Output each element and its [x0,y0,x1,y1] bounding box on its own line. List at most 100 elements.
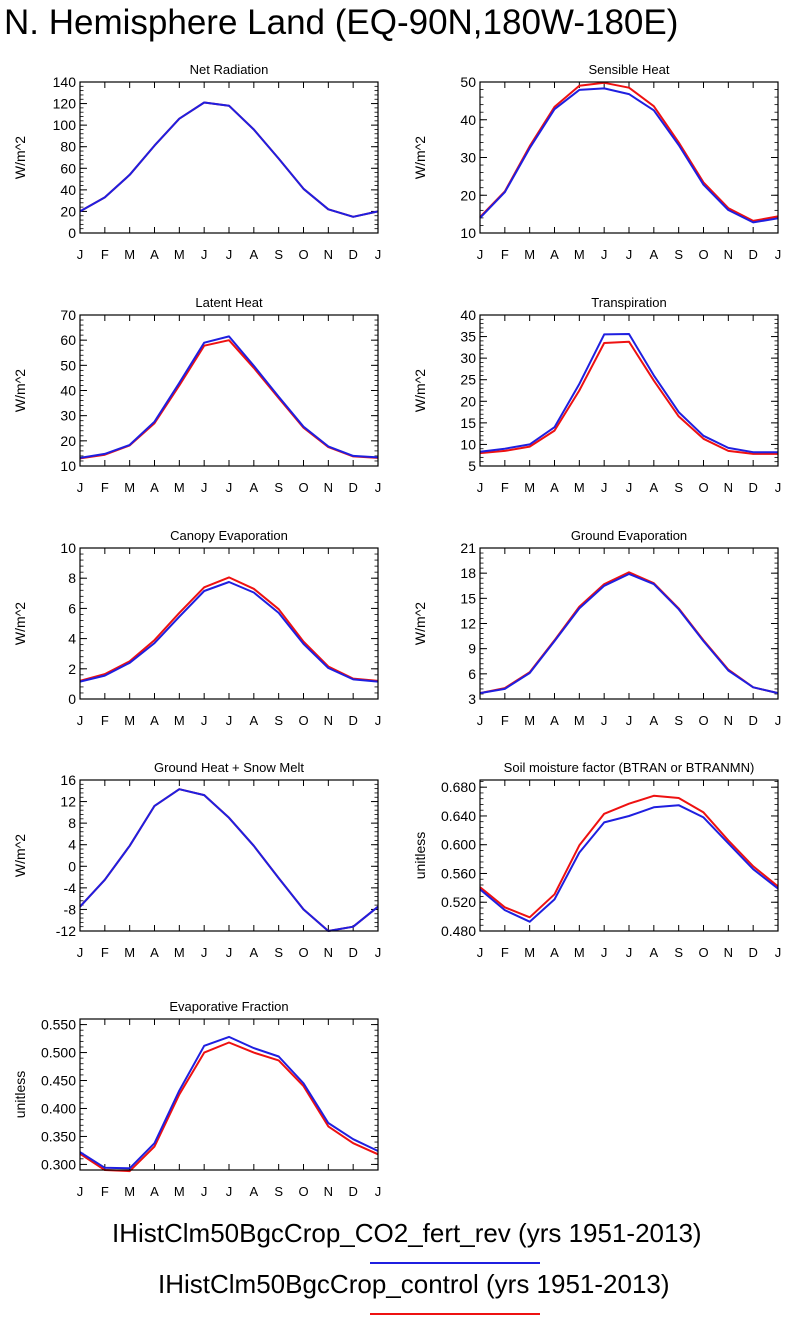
y-axis-label: W/m^2 [412,136,428,179]
legend-line-fert-rev [370,1262,540,1264]
series-line-fert-rev [79,1035,379,1170]
y-tick-label: 15 [460,415,476,431]
x-tick-label: F [101,713,109,728]
x-tick-label: O [298,247,308,262]
x-tick-label: F [101,480,109,495]
panel-title: Evaporative Fraction [169,999,288,1014]
page-title: N. Hemisphere Land (EQ-90N,180W-180E) [4,3,679,42]
y-tick-label: 140 [53,74,77,90]
x-tick-label: O [298,713,308,728]
y-tick-label: 50 [460,74,476,90]
series-line-control [79,101,379,218]
y-tick-label: 60 [60,160,76,176]
y-tick-label: 60 [60,332,76,348]
x-tick-label: S [274,1184,283,1199]
x-tick-label: D [748,480,757,495]
y-tick-label: 0.500 [41,1045,76,1061]
y-tick-label: 10 [460,225,476,241]
x-tick-label: J [477,247,484,262]
x-tick-label: F [101,247,109,262]
x-tick-label: N [324,480,333,495]
y-tick-label: 12 [60,794,76,810]
x-tick-label: J [775,480,782,495]
y-tick-label: 2 [68,661,76,677]
series-line-fert-rev [79,788,379,932]
y-tick-label: 5 [468,458,476,474]
x-tick-label: A [150,713,159,728]
x-tick-label: F [501,713,509,728]
y-tick-label: 4 [68,837,76,853]
y-tick-label: 10 [460,436,476,452]
series-line-control [479,340,778,455]
x-tick-label: M [524,480,535,495]
panel-title: Net Radiation [190,62,269,77]
x-tick-label: J [201,945,208,960]
x-tick-label: J [626,713,633,728]
x-tick-label: S [674,247,683,262]
y-tick-label: 0.520 [441,894,476,910]
x-tick-label: M [174,713,185,728]
x-tick-label: J [477,945,484,960]
y-tick-label: 35 [460,329,476,345]
x-tick-label: M [124,247,135,262]
series-line-fert-rev [79,101,379,218]
y-tick-label: 21 [460,540,476,556]
plot-frame [79,779,379,932]
y-tick-label: 40 [460,112,476,128]
series-line-fert-rev [479,333,778,454]
x-tick-label: A [550,247,559,262]
x-tick-label: M [574,945,585,960]
x-tick-label: D [748,713,757,728]
plot-frame [479,779,779,932]
x-tick-label: F [501,247,509,262]
x-tick-label: J [375,1184,382,1199]
y-tick-label: 0.680 [441,779,476,795]
x-tick-label: S [674,713,683,728]
y-tick-label: -8 [64,901,77,917]
series-line-fert-rev [479,87,779,224]
y-tick-label: 30 [60,408,76,424]
x-tick-label: A [550,480,559,495]
plot-frame [79,1018,379,1171]
y-tick-label: 40 [60,383,76,399]
x-tick-label: J [201,247,208,262]
x-tick-label: J [77,1184,84,1199]
y-axis-label: W/m^2 [12,136,28,179]
x-tick-label: M [574,480,585,495]
y-tick-label: 40 [60,182,76,198]
x-tick-label: M [124,480,135,495]
x-tick-label: D [348,1184,357,1199]
y-tick-label: 8 [68,570,76,586]
x-tick-label: J [477,713,484,728]
series-line-control [479,81,779,222]
legend-label-fert-rev: IHistClm50BgcCrop_CO2_fert_rev (yrs 1951… [112,1218,702,1248]
y-tick-label: -12 [56,923,76,939]
y-tick-label: 30 [460,350,476,366]
x-tick-label: J [77,945,84,960]
y-axis-label: unitless [12,1071,28,1118]
y-tick-label: 80 [60,139,76,155]
x-tick-label: F [501,480,509,495]
x-tick-label: A [249,1184,258,1199]
x-tick-label: J [775,713,782,728]
y-tick-label: 100 [53,117,77,133]
plot-frame [479,314,779,467]
y-tick-label: 10 [60,540,76,556]
x-tick-label: A [249,945,258,960]
y-tick-label: 15 [460,590,476,606]
x-tick-label: J [601,713,608,728]
y-tick-label: 9 [468,641,476,657]
x-tick-label: A [249,713,258,728]
x-tick-label: A [249,480,258,495]
panel-title: Canopy Evaporation [170,528,288,543]
y-tick-label: 0.400 [41,1100,76,1116]
y-tick-label: 20 [460,187,476,203]
x-tick-label: N [724,247,733,262]
